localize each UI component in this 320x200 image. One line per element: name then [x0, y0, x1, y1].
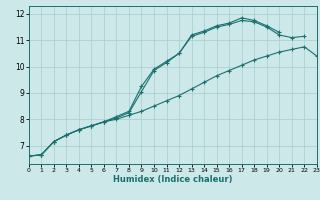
X-axis label: Humidex (Indice chaleur): Humidex (Indice chaleur) [113, 175, 233, 184]
